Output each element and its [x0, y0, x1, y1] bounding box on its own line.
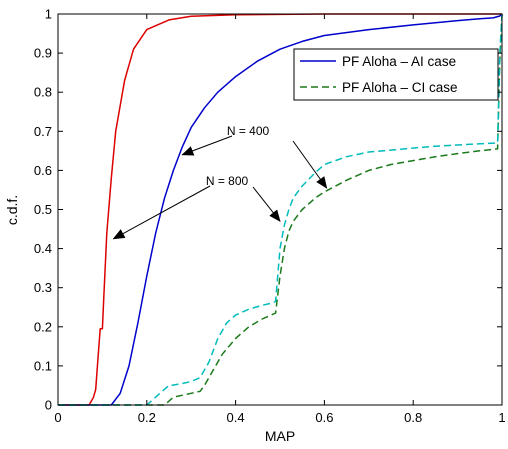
y-tick-label: 0.8	[34, 85, 52, 100]
annotation-arrow	[292, 140, 328, 189]
annotation-arrow	[112, 185, 211, 240]
annotation-arrow	[252, 186, 281, 223]
x-tick-label: 0.8	[404, 410, 422, 425]
x-tick-label: 0.6	[315, 410, 333, 425]
y-tick-label: 0.4	[34, 241, 52, 256]
x-tick-label: 0.4	[227, 410, 245, 425]
y-tick-label: 0.3	[34, 280, 52, 295]
x-tick-label: 1	[498, 410, 505, 425]
y-tick-label: 0	[45, 398, 52, 413]
series-layer	[58, 13, 503, 406]
tick-layer: 0 0.2 0.4 0.6 0.8 1 0 0.1 0.2 0.3 0.4 0.5 0.6 0.7 0.8 0…	[34, 7, 506, 426]
y-axis-label: c.d.f.	[4, 195, 20, 225]
legend: PF Aloha – AI case PF Aloha – CI case	[293, 48, 499, 101]
annotation-label: N = 800	[206, 174, 249, 188]
series-line-2	[58, 13, 503, 406]
annotation-arrow	[181, 135, 233, 156]
x-tick-label: 0.2	[138, 410, 156, 425]
y-tick-label: 0.9	[34, 46, 52, 61]
series-line-3	[58, 13, 503, 406]
y-tick-label: 0.7	[34, 124, 52, 139]
legend-label-ci: PF Aloha – CI case	[342, 80, 458, 95]
y-tick-label: 0.6	[34, 163, 52, 178]
series-line-4	[58, 13, 503, 406]
annotation-label: N = 400	[227, 124, 270, 138]
series-line-1	[58, 13, 502, 406]
annotation-layer: N = 400 N = 800	[112, 124, 328, 240]
x-axis-label: MAP	[265, 428, 295, 444]
y-tick-label: 0.2	[34, 319, 52, 334]
y-tick-label: 0.1	[34, 358, 52, 373]
legend-label-ai: PF Aloha – AI case	[342, 54, 456, 69]
y-tick-label: 1	[45, 7, 52, 22]
x-tick-label: 0	[54, 410, 61, 425]
y-tick-label: 0.5	[34, 202, 52, 217]
legend-box	[293, 48, 499, 101]
